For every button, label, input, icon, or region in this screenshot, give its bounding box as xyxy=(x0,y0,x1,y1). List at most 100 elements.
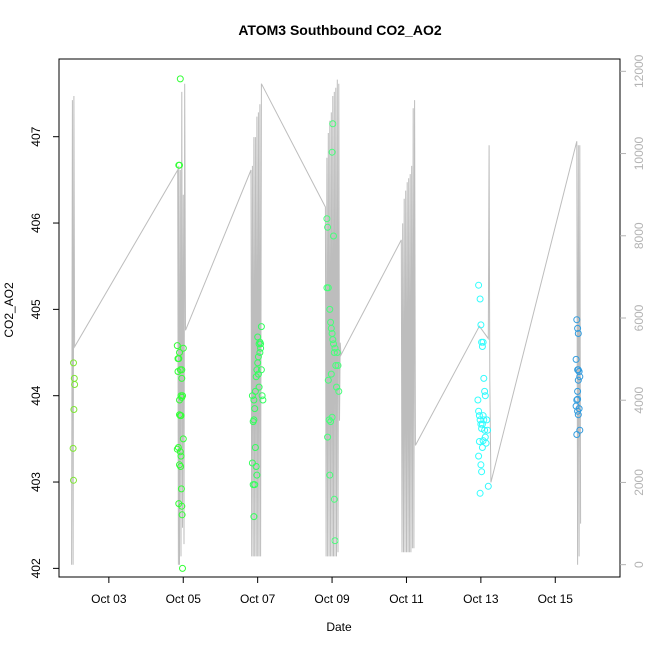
data-point xyxy=(479,412,487,420)
data-point xyxy=(326,471,334,479)
data-point xyxy=(254,333,262,341)
data-point xyxy=(176,161,183,169)
y-tick-label: 405 xyxy=(29,299,43,319)
data-point xyxy=(324,284,332,292)
data-point xyxy=(574,366,582,374)
y-right-tick-label: 4000 xyxy=(632,387,646,414)
data-point xyxy=(484,426,492,434)
x-tick-label: Oct 03 xyxy=(91,592,127,606)
data-point xyxy=(475,438,483,445)
data-point xyxy=(179,435,187,443)
data-point xyxy=(481,387,489,395)
data-point xyxy=(478,468,486,476)
data-point xyxy=(177,463,185,470)
data-point xyxy=(476,295,484,303)
data-point xyxy=(251,387,259,395)
data-point xyxy=(178,511,186,519)
data-point xyxy=(323,215,331,223)
data-point xyxy=(178,366,186,374)
data-point xyxy=(332,362,340,369)
data-point xyxy=(70,359,77,367)
data-point xyxy=(70,406,78,413)
data-point xyxy=(327,418,335,426)
altitude-line xyxy=(71,79,582,565)
data-point xyxy=(474,396,482,404)
y-axis-right: 0 2000 4000 6000 8000 10000 12000 xyxy=(620,54,646,568)
data-point xyxy=(251,481,259,489)
data-point xyxy=(324,433,332,441)
y-right-tick-label: 6000 xyxy=(632,304,646,331)
data-point xyxy=(177,452,185,460)
data-point xyxy=(331,537,339,545)
data-point xyxy=(574,330,582,337)
data-point-layer xyxy=(69,75,584,572)
data-point xyxy=(334,362,342,369)
data-point xyxy=(324,376,332,384)
data-point xyxy=(479,437,487,445)
data-point xyxy=(481,426,489,434)
data-point xyxy=(477,321,485,329)
data-point xyxy=(176,349,183,356)
data-point xyxy=(176,412,184,420)
data-point xyxy=(330,495,338,503)
data-point xyxy=(479,338,487,346)
data-point xyxy=(481,392,489,400)
x-axis: Oct 03 Oct 05 Oct 07 Oct 09 Oct 11 Oct 13 Oct … xyxy=(91,576,573,606)
data-point xyxy=(478,343,486,350)
data-point xyxy=(71,381,79,388)
data-point xyxy=(335,387,343,395)
y-right-tick-label: 0 xyxy=(632,561,646,568)
data-point xyxy=(179,564,186,572)
data-point xyxy=(476,489,484,497)
data-point xyxy=(574,395,582,403)
data-point xyxy=(258,392,266,400)
y-axis-left: 402 403 404 405 406 407 xyxy=(29,126,59,578)
data-point xyxy=(574,376,582,384)
data-point xyxy=(176,448,184,456)
data-point xyxy=(251,444,259,451)
altitude-line-layer xyxy=(71,79,582,565)
data-point xyxy=(574,387,582,395)
data-point xyxy=(255,383,263,391)
data-point xyxy=(484,482,492,490)
data-point xyxy=(173,342,181,350)
x-tick-label: Oct 09 xyxy=(314,592,350,606)
data-point xyxy=(574,324,582,332)
data-point xyxy=(257,344,265,352)
y-right-tick-label: 10000 xyxy=(632,137,646,171)
y-right-tick-label: 2000 xyxy=(632,469,646,496)
data-point xyxy=(251,405,259,413)
data-point xyxy=(176,75,184,83)
y-right-tick-label: 12000 xyxy=(632,54,646,88)
data-point xyxy=(475,412,483,420)
y-tick-label: 402 xyxy=(29,558,43,578)
data-point xyxy=(480,374,488,382)
data-point xyxy=(252,463,260,470)
data-point xyxy=(572,355,580,363)
x-axis-label: Date xyxy=(326,620,352,634)
y-tick-label: 406 xyxy=(29,213,43,233)
data-point xyxy=(257,323,265,331)
data-point xyxy=(176,461,183,469)
x-tick-label: Oct 13 xyxy=(463,592,499,606)
data-point xyxy=(257,340,265,348)
data-point xyxy=(475,281,483,289)
data-point xyxy=(333,349,341,356)
data-point xyxy=(327,370,335,378)
data-point xyxy=(328,148,336,156)
data-point xyxy=(326,305,334,313)
data-point xyxy=(478,444,486,451)
data-point xyxy=(179,344,187,352)
data-point xyxy=(259,396,267,404)
data-point xyxy=(178,502,186,510)
data-point xyxy=(176,411,183,419)
data-point xyxy=(575,405,583,413)
data-point xyxy=(478,420,486,428)
data-point xyxy=(573,431,581,438)
data-point xyxy=(328,413,336,421)
data-point xyxy=(254,353,262,361)
data-point xyxy=(250,396,258,404)
data-point xyxy=(330,232,337,240)
data-point xyxy=(250,416,258,424)
